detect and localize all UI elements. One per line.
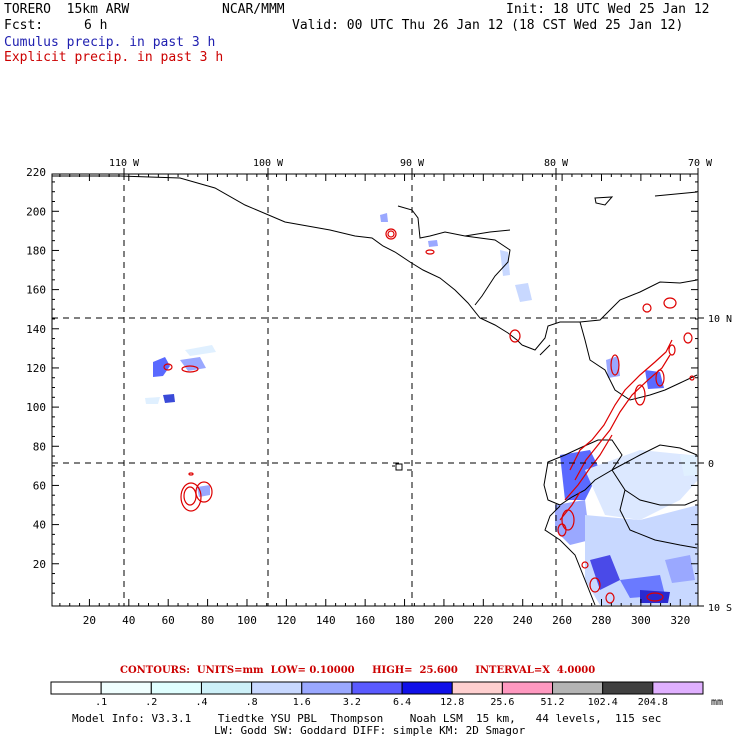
colorbar-swatch bbox=[301, 681, 353, 695]
bottom-tick-label: 160 bbox=[355, 614, 375, 627]
colorbar-swatch bbox=[200, 681, 253, 695]
bottom-tick-label: 300 bbox=[631, 614, 651, 627]
graticule-edge-ticks bbox=[123, 168, 704, 607]
left-tick-label: 80 bbox=[33, 440, 46, 453]
bottom-tick-label: 100 bbox=[237, 614, 257, 627]
left-tick-label: 160 bbox=[26, 284, 46, 297]
colorbar: .1 .2 .4 .8 1.6 3.2 6.4 12.8 25.6 51.2 102.4 204.8 m… bbox=[50, 681, 723, 708]
colorbar-label: 204.8 bbox=[638, 697, 668, 708]
bottom-tick-label: 60 bbox=[162, 614, 175, 627]
lat-label-0: 0 bbox=[708, 459, 714, 470]
colorbar-label: 1.6 bbox=[293, 697, 311, 708]
center-label: NCAR/MMM bbox=[222, 2, 285, 17]
lat-label-10s: 10 S bbox=[708, 603, 732, 614]
bottom-tick-label: 280 bbox=[592, 614, 612, 627]
colorbar-swatch bbox=[100, 681, 152, 695]
colorbar-swatch bbox=[501, 681, 554, 695]
bottom-tick-label: 20 bbox=[83, 614, 96, 627]
colorbar-label: 12.8 bbox=[440, 697, 464, 708]
colorbar-label: 6.4 bbox=[393, 697, 411, 708]
colorbar-swatch bbox=[451, 681, 503, 695]
colorbar-swatch bbox=[552, 681, 604, 695]
colorbar-swatch bbox=[150, 681, 202, 695]
forecast-hours: 6 h bbox=[84, 18, 108, 33]
forecast-label: Fcst: bbox=[4, 18, 44, 33]
colorbar-label: .8 bbox=[246, 697, 258, 708]
coastlines bbox=[52, 175, 698, 606]
lat-labels: 10 N 0 10 S bbox=[708, 314, 732, 614]
left-tick-label: 100 bbox=[26, 401, 46, 414]
colorbar-label: .1 bbox=[95, 697, 107, 708]
colorbar-label: 3.2 bbox=[343, 697, 361, 708]
explicit-precip-contours bbox=[163, 228, 695, 604]
model-info-line: Model Info: V3.3.1 Tiedtke YSU PBL Thomp… bbox=[72, 712, 662, 725]
init-time: Init: 18 UTC Wed 25 Jan 12 bbox=[506, 2, 710, 17]
bottom-tick-label: 260 bbox=[552, 614, 572, 627]
bottom-tick-label: 220 bbox=[473, 614, 493, 627]
contour-info: CONTOURS: UNITS=mm LOW= 0.10000 HIGH= 25… bbox=[120, 665, 595, 676]
cumulus-precip-shading bbox=[145, 213, 698, 605]
bottom-tick-label: 240 bbox=[513, 614, 533, 627]
contour-interval: INTERVAL=X 4.0000 bbox=[475, 665, 596, 676]
colorbar-swatch bbox=[652, 681, 704, 695]
bottom-tick-label: 80 bbox=[201, 614, 214, 627]
colorbar-swatch bbox=[401, 681, 453, 695]
lat-label-10n: 10 N bbox=[708, 314, 732, 325]
colorbar-swatch bbox=[602, 681, 654, 695]
colorbar-label: .4 bbox=[195, 697, 207, 708]
bottom-tick-label: 200 bbox=[434, 614, 454, 627]
colorbar-label: .2 bbox=[145, 697, 157, 708]
bottom-tick-label: 40 bbox=[122, 614, 135, 627]
colorbar-swatch bbox=[50, 681, 102, 695]
colorbar-swatch bbox=[251, 681, 303, 695]
lon-label-110w: 110 W bbox=[109, 158, 140, 169]
axis-ticks: 220 200 180 160 140 120 100 80 60 40 20 20 40 60 80 100… bbox=[26, 166, 698, 627]
colorbar-label: 51.2 bbox=[540, 697, 564, 708]
lon-label-70w: 70 W bbox=[688, 158, 713, 169]
left-tick-label: 120 bbox=[26, 362, 46, 375]
colorbar-swatch bbox=[351, 681, 403, 695]
graticule bbox=[52, 174, 698, 606]
physics-info-line: LW: Godd SW: Goddard DIFF: simple KM: 2D… bbox=[214, 724, 526, 737]
bottom-tick-label: 320 bbox=[670, 614, 690, 627]
lon-labels: 110 W 100 W 90 W 80 W 70 W bbox=[109, 158, 713, 169]
colorbar-label: 102.4 bbox=[588, 697, 618, 708]
field-cumulus-label: Cumulus precip. in past 3 h bbox=[4, 35, 216, 50]
colorbar-label: 25.6 bbox=[490, 697, 514, 708]
bottom-tick-label: 120 bbox=[276, 614, 296, 627]
left-tick-label: 200 bbox=[26, 205, 46, 218]
left-tick-label: 40 bbox=[33, 519, 46, 532]
contour-high: HIGH= 25.600 bbox=[372, 665, 458, 676]
lon-label-100w: 100 W bbox=[253, 158, 284, 169]
contour-units: CONTOURS: UNITS=mm LOW= 0.10000 bbox=[120, 665, 355, 676]
field-explicit-label: Explicit precip. in past 3 h bbox=[4, 50, 224, 65]
left-tick-label: 20 bbox=[33, 558, 46, 571]
left-tick-label: 180 bbox=[26, 244, 46, 257]
model-title: TORERO 15km ARW bbox=[4, 2, 130, 17]
left-tick-label: 220 bbox=[26, 166, 46, 179]
valid-time: Valid: 00 UTC Thu 26 Jan 12 (18 CST Wed … bbox=[292, 18, 684, 33]
lon-label-80w: 80 W bbox=[544, 158, 569, 169]
lon-label-90w: 90 W bbox=[400, 158, 425, 169]
colorbar-unit: mm bbox=[711, 697, 723, 708]
bottom-tick-label: 180 bbox=[395, 614, 415, 627]
left-tick-label: 60 bbox=[33, 479, 46, 492]
left-tick-label: 140 bbox=[26, 323, 46, 336]
bottom-tick-label: 140 bbox=[316, 614, 336, 627]
